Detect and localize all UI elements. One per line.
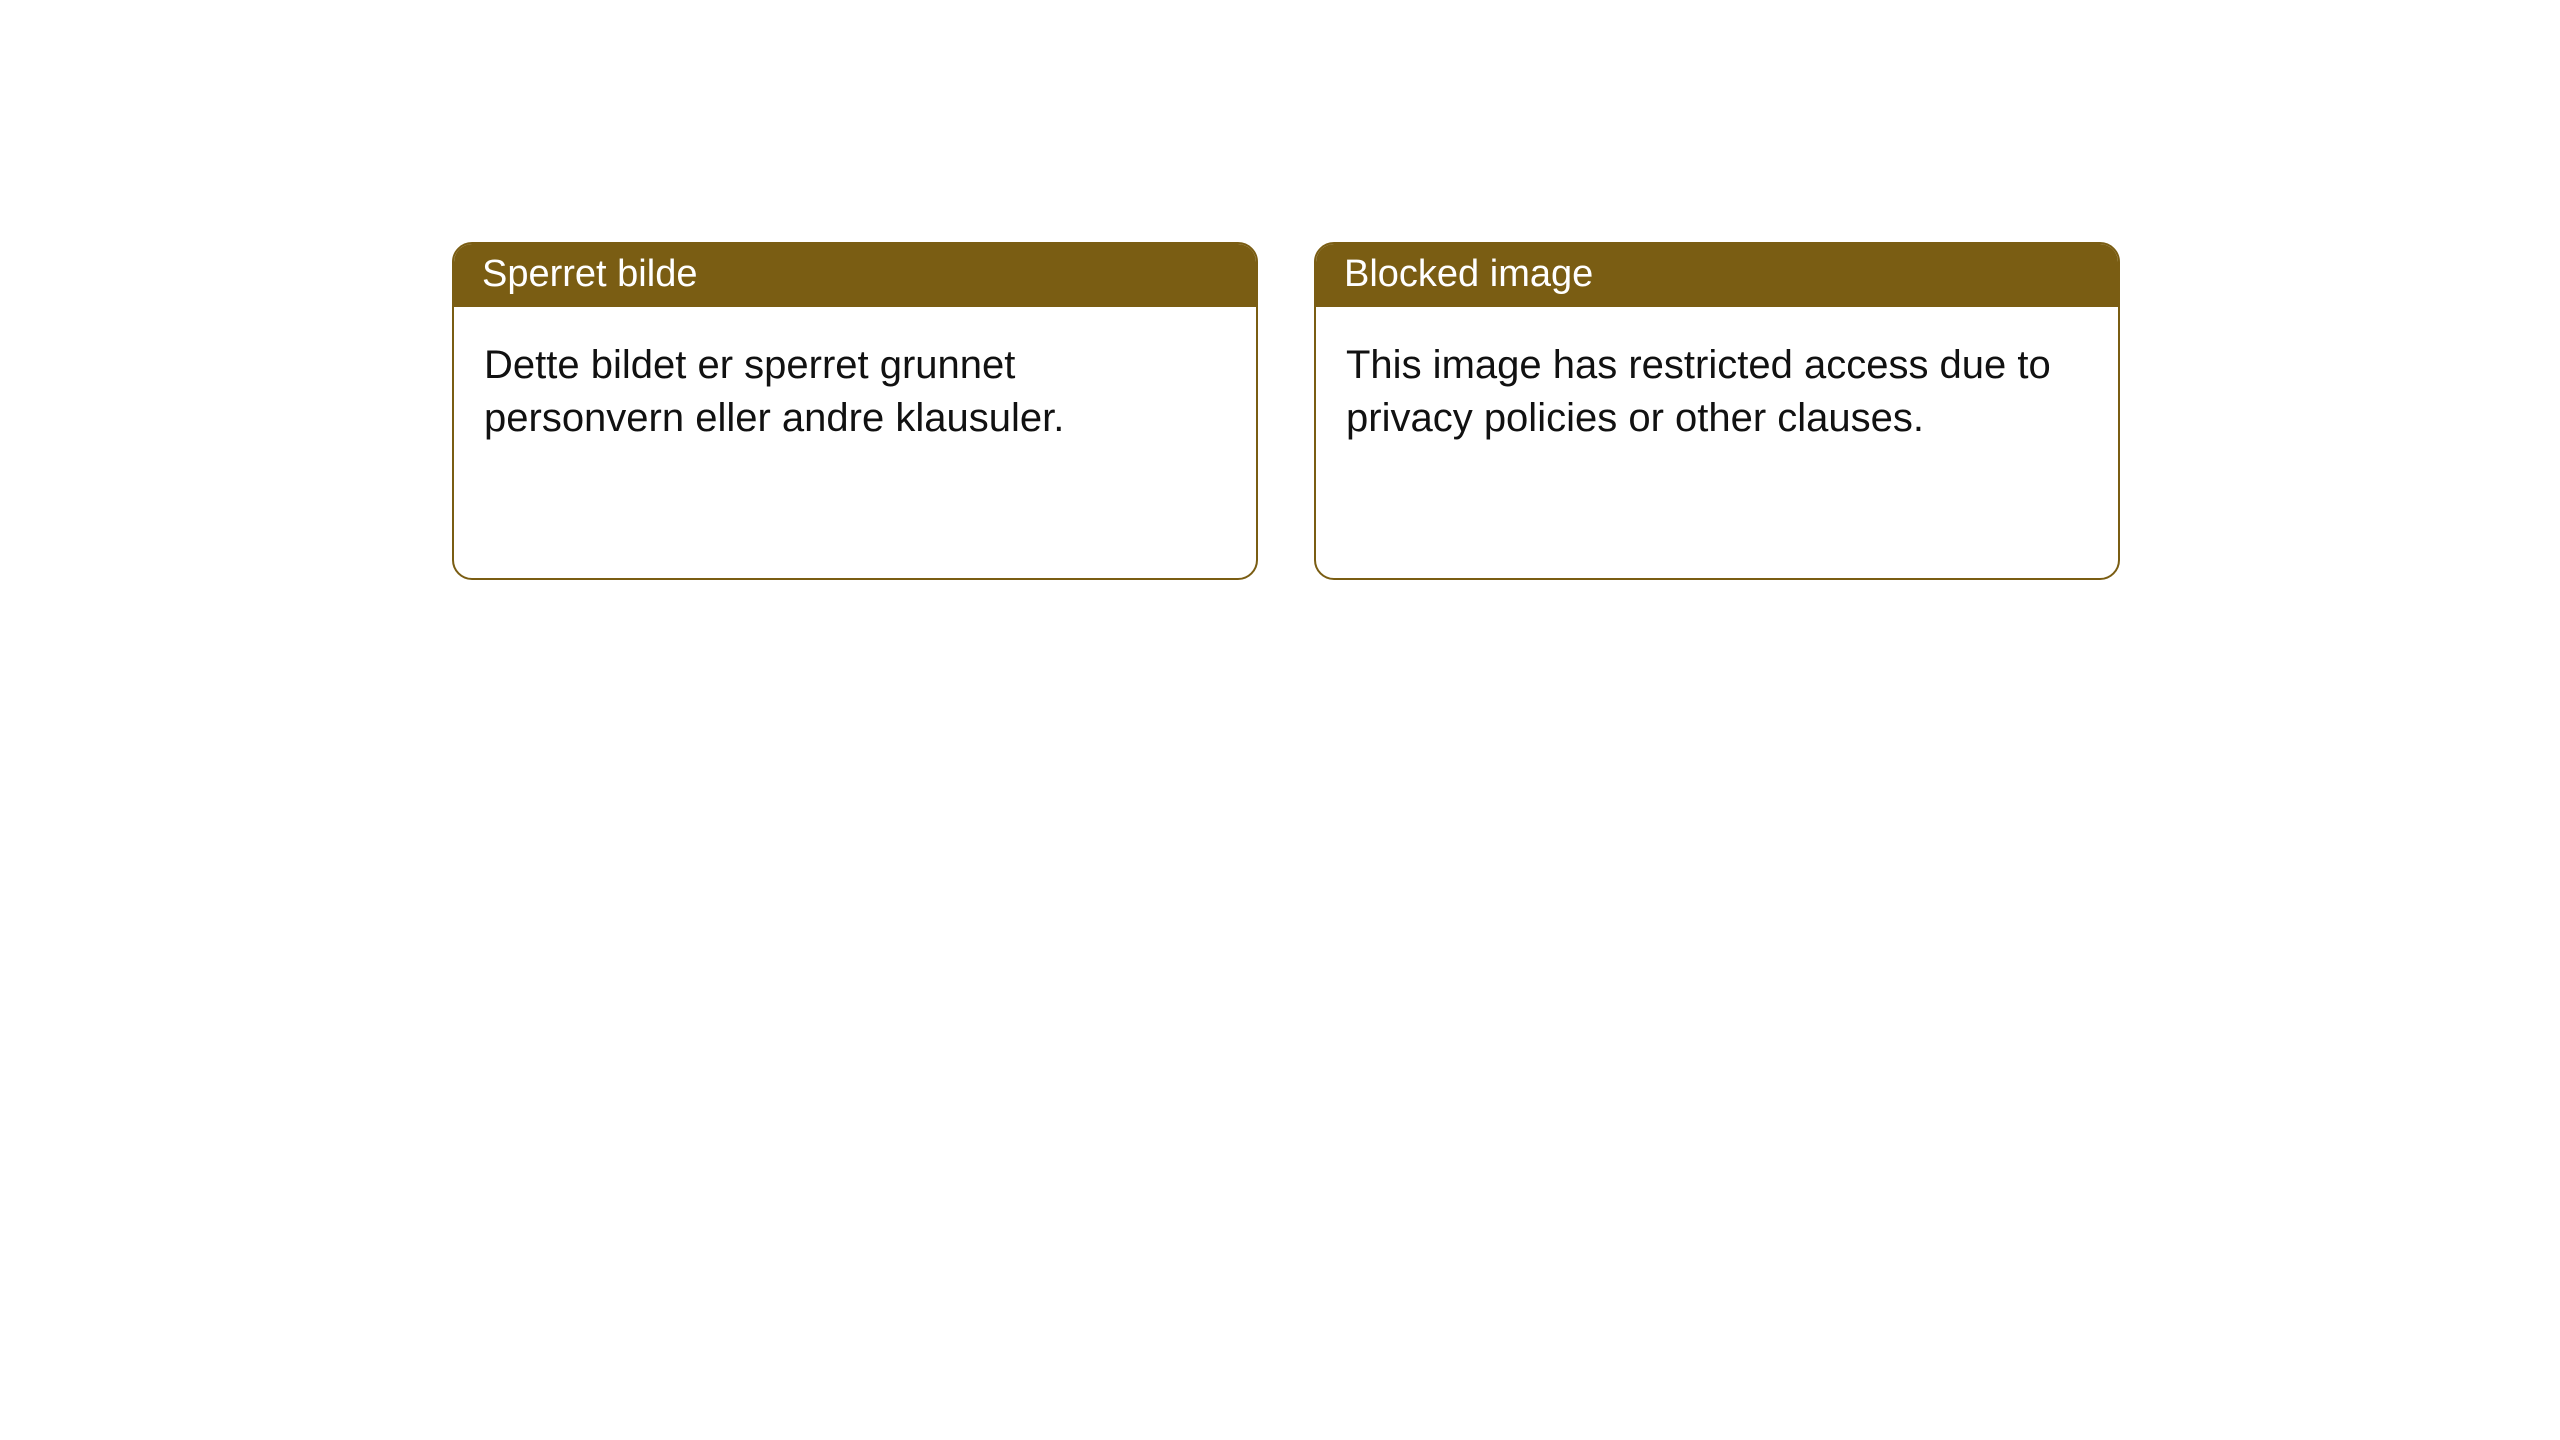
notice-title-english: Blocked image [1316,244,2118,307]
notice-title-norwegian: Sperret bilde [454,244,1256,307]
notice-container: Sperret bilde Dette bildet er sperret gr… [0,0,2560,580]
notice-body-norwegian: Dette bildet er sperret grunnet personve… [454,307,1256,477]
notice-card-norwegian: Sperret bilde Dette bildet er sperret gr… [452,242,1258,580]
notice-card-english: Blocked image This image has restricted … [1314,242,2120,580]
notice-body-english: This image has restricted access due to … [1316,307,2118,477]
